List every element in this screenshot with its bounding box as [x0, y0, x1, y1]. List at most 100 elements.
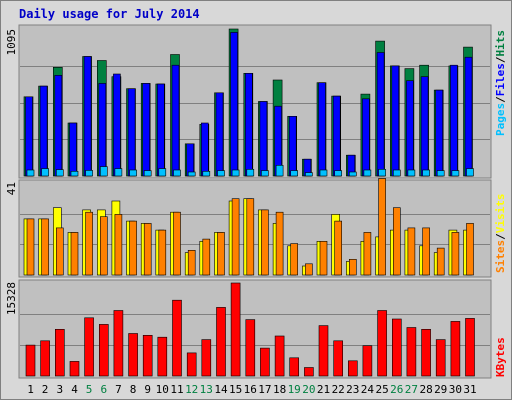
legend-pages: Pages	[494, 103, 507, 136]
bar-sites-day-22	[334, 220, 343, 276]
bar-pages-day-14	[217, 170, 225, 177]
bar-sites-day-14	[217, 232, 225, 276]
bar-pages-day-25	[378, 169, 386, 177]
bar-pages-day-10	[158, 168, 167, 177]
x-tick-label-5: 5	[86, 383, 93, 396]
bar-kbytes-day-14	[216, 307, 226, 377]
bar-pages-day-27	[407, 169, 416, 177]
bar-files-day-24	[362, 98, 370, 177]
bar-kbytes-day-25	[377, 310, 387, 377]
bar-files-day-11	[171, 64, 180, 177]
visitors-ymax-label: 41	[5, 182, 18, 195]
bar-kbytes-day-13	[201, 339, 212, 377]
bar-sites-day-21	[319, 241, 328, 276]
bar-pages-day-26	[392, 169, 401, 177]
x-tick-label-28: 28	[419, 383, 432, 396]
x-tick-label-26: 26	[390, 383, 403, 396]
bar-pages-day-30	[451, 170, 460, 177]
bar-sites-day-20	[305, 263, 313, 276]
bar-sites-day-19	[290, 243, 299, 276]
bar-pages-day-11	[173, 169, 181, 177]
legend-hits: Hits	[494, 30, 507, 57]
bar-files-day-1	[25, 96, 33, 177]
x-tick-label-6: 6	[100, 383, 107, 396]
bar-sites-day-29	[436, 247, 445, 276]
bar-sites-day-2	[41, 218, 49, 276]
bar-sites-day-10	[158, 229, 167, 276]
usage-ymax-label: 1095	[5, 29, 18, 56]
x-tick-label-12: 12	[185, 383, 198, 396]
x-tick-label-2: 2	[42, 383, 49, 396]
x-tick-label-17: 17	[258, 383, 271, 396]
bar-pages-day-18	[275, 165, 284, 177]
bar-pages-day-31	[466, 168, 474, 177]
bar-sites-day-9	[143, 223, 152, 276]
x-tick-label-22: 22	[332, 383, 345, 396]
bar-sites-day-24	[363, 232, 372, 276]
bar-kbytes-day-4	[69, 361, 80, 377]
kbytes-ymax-label: 15328	[5, 282, 18, 315]
x-tick-label-20: 20	[302, 383, 315, 396]
bar-sites-day-16	[246, 198, 255, 276]
x-tick-label-16: 16	[244, 383, 257, 396]
x-tick-label-19: 19	[288, 383, 301, 396]
bar-pages-day-15	[231, 169, 240, 177]
bar-kbytes-day-22	[333, 340, 344, 377]
bar-pages-day-2	[41, 168, 49, 177]
bar-kbytes-day-5	[84, 317, 94, 377]
bar-pages-day-16	[246, 169, 255, 177]
bar-kbytes-day-6	[99, 324, 109, 377]
bar-files-day-29	[435, 89, 444, 177]
bar-kbytes-day-1	[25, 344, 36, 377]
bar-pages-day-4	[70, 171, 79, 177]
x-tick-label-24: 24	[361, 383, 375, 396]
x-tick-label-10: 10	[156, 383, 169, 396]
bar-pages-day-3	[55, 169, 64, 177]
legend-sep-3: /	[494, 233, 507, 240]
bar-pages-day-8	[129, 169, 137, 177]
visitors-legend: Sites/Visits	[494, 194, 507, 274]
legend-kbytes: KBytes	[494, 337, 507, 377]
bar-files-day-7	[113, 73, 121, 177]
legend-sites: Sites	[494, 240, 507, 273]
x-tick-label-9: 9	[144, 383, 151, 396]
bar-pages-day-12	[187, 171, 196, 177]
bar-sites-day-15	[231, 198, 240, 276]
bar-pages-day-6	[100, 166, 108, 177]
x-tick-label-18: 18	[273, 383, 286, 396]
x-tick-label-11: 11	[170, 383, 183, 396]
usage-legend: Pages/Files/Hits	[494, 30, 507, 136]
bar-kbytes-day-2	[40, 340, 50, 377]
bar-pages-day-24	[363, 169, 372, 177]
bar-kbytes-day-27	[406, 327, 417, 377]
x-tick-label-15: 15	[229, 383, 242, 396]
bar-kbytes-day-21	[318, 325, 329, 377]
bar-sites-day-4	[70, 232, 79, 276]
bar-files-day-28	[420, 76, 429, 177]
bar-pages-day-17	[261, 170, 269, 177]
bar-sites-day-7	[114, 214, 123, 276]
bar-files-day-12	[186, 143, 194, 177]
bar-sites-day-8	[129, 220, 137, 276]
bar-pages-day-13	[202, 171, 211, 177]
legend-sep-1: /	[494, 96, 507, 103]
bar-kbytes-day-29	[435, 339, 446, 377]
bar-kbytes-day-10	[157, 336, 168, 377]
x-tick-label-30: 30	[449, 383, 462, 396]
bar-files-day-9	[142, 83, 150, 177]
x-tick-label-31: 31	[463, 383, 476, 396]
x-tick-label-23: 23	[346, 383, 359, 396]
x-tick-label-29: 29	[434, 383, 447, 396]
bar-files-day-15	[230, 32, 238, 177]
bar-files-day-19	[288, 116, 297, 177]
legend-visits: Visits	[494, 194, 507, 234]
x-tick-label-13: 13	[200, 383, 213, 396]
x-tick-label-7: 7	[115, 383, 122, 396]
bar-sites-day-5	[85, 211, 93, 276]
legend-files: Files	[494, 63, 507, 96]
bar-kbytes-day-28	[421, 328, 431, 377]
bar-files-day-25	[376, 52, 385, 177]
bar-pages-day-22	[334, 170, 343, 177]
bar-kbytes-day-23	[347, 360, 358, 377]
